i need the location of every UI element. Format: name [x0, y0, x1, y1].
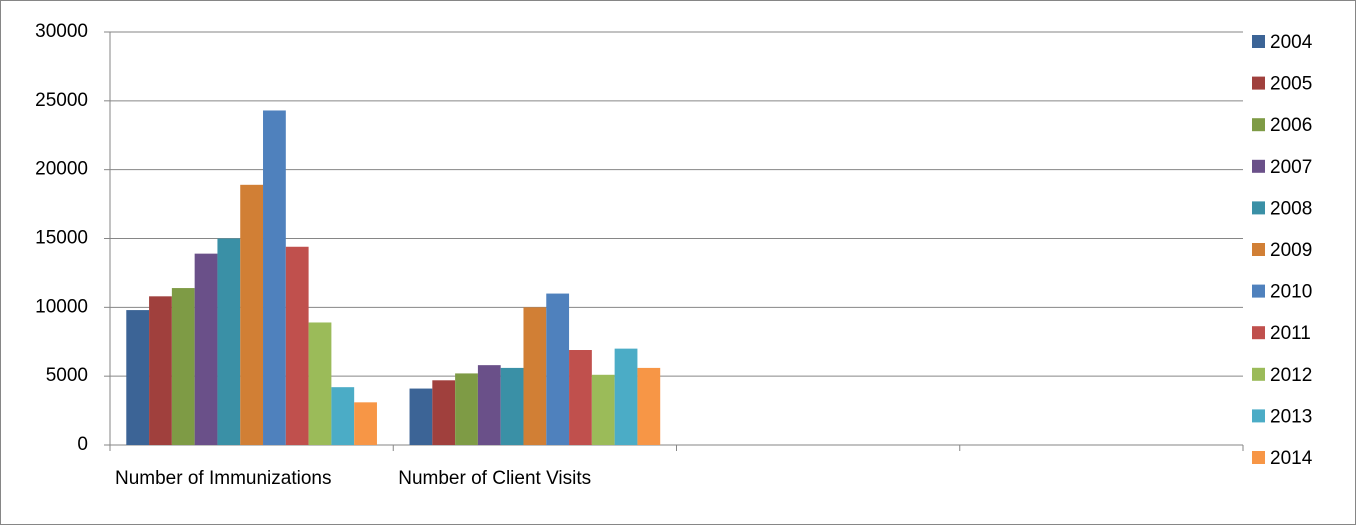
bar [126, 310, 150, 445]
bar [409, 388, 433, 445]
legend-label: 2005 [1270, 74, 1312, 95]
legend-swatch [1252, 243, 1265, 256]
legend-label: 2006 [1270, 115, 1312, 136]
legend-swatch [1252, 451, 1265, 464]
bar [546, 293, 570, 445]
legend-label: 2012 [1270, 365, 1312, 386]
legend-label: 2014 [1270, 448, 1313, 469]
y-tick-label: 0 [77, 434, 88, 455]
bar [331, 387, 355, 445]
legend-label: 2008 [1270, 198, 1312, 219]
bar [455, 373, 478, 445]
y-tick-label: 10000 [35, 296, 88, 317]
x-tick-label: Number of Immunizations [115, 468, 331, 489]
legend-label: 2010 [1270, 282, 1312, 303]
legend-label: 2009 [1270, 240, 1312, 261]
bar [149, 296, 172, 445]
bar [523, 307, 547, 445]
bar [591, 374, 615, 445]
legend-swatch [1252, 118, 1265, 132]
bar [308, 322, 332, 445]
y-tick-label: 25000 [35, 90, 88, 111]
legend-swatch [1252, 326, 1265, 340]
y-tick-label: 5000 [46, 365, 88, 386]
legend-swatch [1252, 367, 1265, 381]
legend-swatch [1252, 76, 1265, 90]
legend-swatch [1252, 409, 1265, 423]
legend-label: 2011 [1270, 323, 1311, 344]
bar [569, 350, 592, 445]
y-tick-label: 20000 [35, 159, 88, 180]
bar [637, 367, 661, 445]
bar [614, 348, 638, 445]
legend-swatch [1252, 201, 1265, 215]
bar [500, 367, 524, 445]
legend-swatch [1252, 159, 1265, 173]
bar [240, 184, 264, 445]
x-tick-label: Number of Client Visits [398, 468, 591, 489]
legend-label: 2004 [1270, 32, 1313, 53]
bar [194, 253, 218, 445]
legend-label: 2013 [1270, 406, 1312, 427]
bar [432, 380, 456, 445]
legend-swatch [1252, 284, 1265, 298]
legend-label: 2007 [1270, 157, 1312, 178]
legend-swatch [1252, 35, 1265, 48]
y-tick-label: 15000 [35, 228, 88, 249]
bar [285, 246, 309, 445]
bar [354, 402, 377, 445]
bar [171, 288, 195, 445]
bar [217, 238, 241, 445]
bar [477, 365, 501, 445]
bar [263, 110, 286, 445]
y-tick-label: 30000 [35, 21, 88, 42]
